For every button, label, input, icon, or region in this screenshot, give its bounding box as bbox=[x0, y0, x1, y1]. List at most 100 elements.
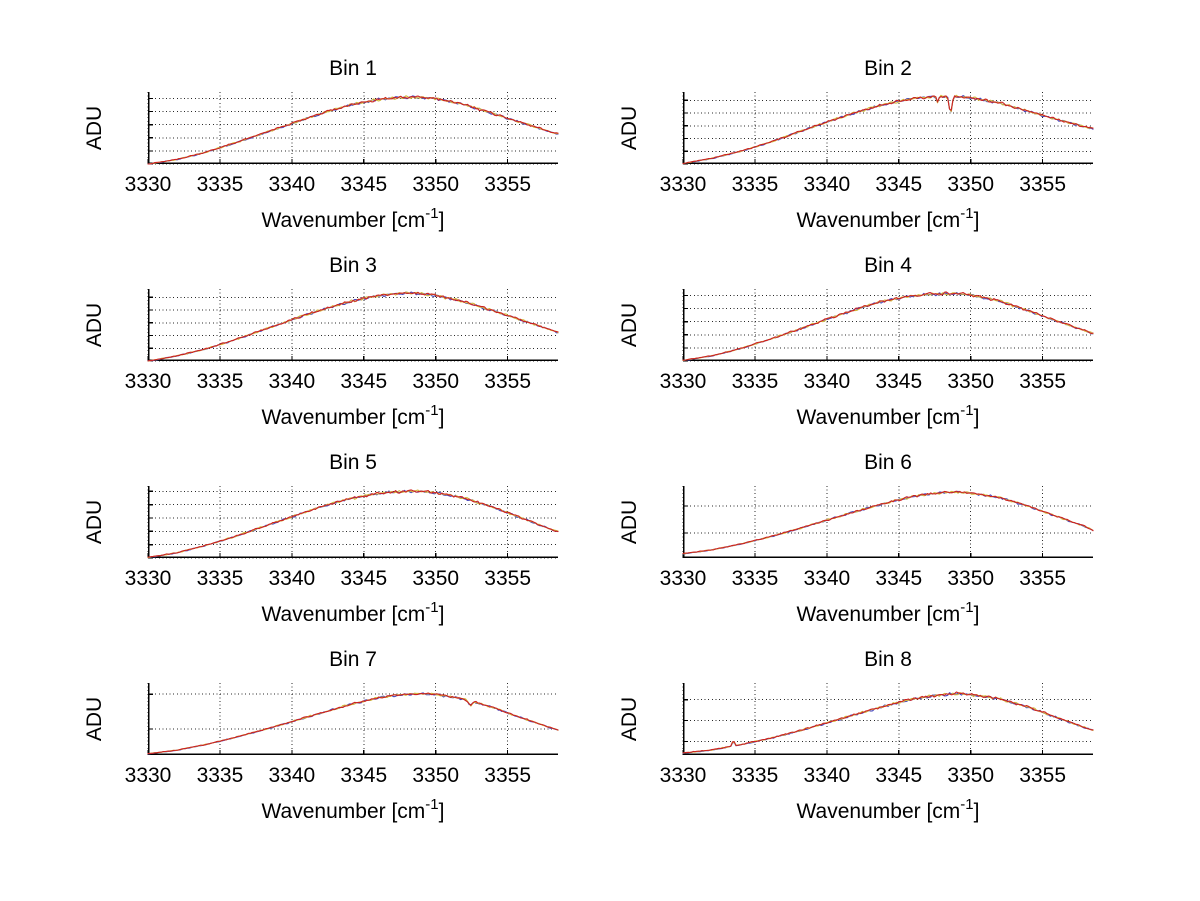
x-tick-label: 3335 bbox=[731, 567, 779, 590]
x-axis-label-text: Wavenumber [cm bbox=[261, 603, 426, 626]
x-axis-label-text: Wavenumber [cm bbox=[796, 603, 961, 626]
x-tick-label: 3345 bbox=[340, 567, 388, 590]
y-axis-label: ADU bbox=[618, 105, 641, 151]
x-axis-label-text: Wavenumber [cm bbox=[261, 209, 426, 232]
x-tick-label: 3330 bbox=[124, 370, 172, 393]
x-tick-label: 3330 bbox=[659, 370, 707, 393]
trace-red bbox=[147, 95, 559, 165]
x-tick-label: 3350 bbox=[947, 567, 995, 590]
x-axis-label-text: Wavenumber [cm bbox=[796, 209, 961, 232]
plot-area-bin-3 bbox=[147, 289, 559, 362]
y-axis-label: ADU bbox=[83, 302, 106, 348]
x-tick-label: 3355 bbox=[1019, 567, 1066, 590]
subplot-title: Bin 3 bbox=[329, 254, 377, 277]
plot-area-bin-7 bbox=[147, 683, 559, 755]
trace-blue bbox=[147, 692, 559, 755]
x-tick-label: 3355 bbox=[484, 173, 531, 196]
x-tick-label: 3330 bbox=[659, 567, 707, 590]
x-tick-label: 3340 bbox=[268, 370, 316, 393]
x-tick-label: 3340 bbox=[268, 764, 316, 787]
x-tick-label: 3350 bbox=[947, 764, 995, 787]
x-tick-label: 3335 bbox=[196, 370, 244, 393]
x-tick-label: 3350 bbox=[947, 173, 995, 196]
x-tick-label: 3350 bbox=[412, 370, 460, 393]
trace-red bbox=[147, 291, 559, 362]
x-tick-label: 3350 bbox=[412, 567, 460, 590]
y-axis-label: ADU bbox=[618, 302, 641, 348]
x-axis-label-bracket: ] bbox=[438, 209, 445, 232]
x-tick-label: 3355 bbox=[1019, 173, 1066, 196]
plot-area-bin-1 bbox=[147, 92, 559, 165]
x-axis-label-text: Wavenumber [cm bbox=[796, 406, 961, 429]
plot-area-bin-8 bbox=[682, 683, 1094, 755]
x-tick-label: 3335 bbox=[196, 764, 244, 787]
plot-area-bin-6 bbox=[682, 486, 1094, 558]
x-tick-label: 3330 bbox=[124, 173, 172, 196]
subplot-title: Bin 2 bbox=[864, 57, 912, 80]
x-axis-label-exponent: -1 bbox=[960, 796, 974, 813]
x-tick-label: 3345 bbox=[875, 173, 923, 196]
x-tick-label: 3345 bbox=[340, 370, 388, 393]
x-tick-label: 3350 bbox=[947, 370, 995, 393]
x-tick-label: 3350 bbox=[412, 173, 460, 196]
x-tick-label: 3345 bbox=[340, 173, 388, 196]
subplot-title: Bin 7 bbox=[329, 648, 377, 671]
trace-yellow bbox=[147, 692, 559, 755]
x-axis-label: Wavenumber [cm-1] bbox=[683, 796, 1093, 825]
trace-blue bbox=[147, 291, 559, 362]
y-axis-label: ADU bbox=[618, 696, 641, 742]
x-tick-label: 3335 bbox=[196, 567, 244, 590]
x-axis-label-exponent: -1 bbox=[425, 599, 439, 616]
x-axis-label-exponent: -1 bbox=[960, 402, 974, 419]
x-axis-label-bracket: ] bbox=[973, 603, 980, 626]
x-axis-label-text: Wavenumber [cm bbox=[261, 800, 426, 823]
x-tick-label: 3340 bbox=[268, 567, 316, 590]
x-tick-label: 3355 bbox=[1019, 764, 1066, 787]
trace-red bbox=[682, 291, 1094, 361]
x-axis-label: Wavenumber [cm-1] bbox=[148, 796, 558, 825]
x-axis-label: Wavenumber [cm-1] bbox=[148, 599, 558, 628]
x-tick-label: 3335 bbox=[196, 173, 244, 196]
trace-yellow bbox=[147, 95, 559, 165]
x-axis-label-exponent: -1 bbox=[425, 796, 439, 813]
trace-red bbox=[682, 490, 1094, 554]
x-tick-label: 3350 bbox=[412, 764, 460, 787]
x-tick-label: 3345 bbox=[340, 764, 388, 787]
trace-yellow bbox=[147, 291, 559, 362]
x-tick-label: 3330 bbox=[124, 764, 172, 787]
x-tick-label: 3330 bbox=[659, 764, 707, 787]
trace-blue bbox=[682, 291, 1094, 361]
y-axis-label: ADU bbox=[618, 499, 641, 545]
x-axis-label-bracket: ] bbox=[438, 603, 445, 626]
trace-blue bbox=[682, 95, 1094, 165]
x-axis-label-exponent: -1 bbox=[425, 205, 439, 222]
y-axis-label: ADU bbox=[83, 696, 106, 742]
x-axis-label-bracket: ] bbox=[973, 209, 980, 232]
plot-area-bin-2 bbox=[682, 92, 1094, 165]
x-tick-label: 3345 bbox=[875, 370, 923, 393]
trace-red bbox=[147, 692, 559, 755]
x-axis-label-text: Wavenumber [cm bbox=[796, 800, 961, 823]
subplot-title: Bin 4 bbox=[864, 254, 912, 277]
subplot-title: Bin 1 bbox=[329, 57, 377, 80]
x-tick-label: 3355 bbox=[484, 567, 531, 590]
trace-yellow bbox=[682, 292, 1094, 361]
plot-area-bin-5 bbox=[147, 486, 559, 559]
subplot-title: Bin 8 bbox=[864, 648, 912, 671]
x-tick-label: 3355 bbox=[484, 764, 531, 787]
x-tick-label: 3345 bbox=[875, 567, 923, 590]
x-tick-label: 3335 bbox=[731, 764, 779, 787]
x-tick-label: 3355 bbox=[484, 370, 531, 393]
x-axis-label-exponent: -1 bbox=[960, 599, 974, 616]
x-tick-label: 3335 bbox=[731, 173, 779, 196]
y-axis-label: ADU bbox=[83, 105, 106, 151]
x-axis-label: Wavenumber [cm-1] bbox=[148, 402, 558, 431]
x-tick-label: 3340 bbox=[803, 370, 851, 393]
x-axis-label: Wavenumber [cm-1] bbox=[683, 599, 1093, 628]
plot-area-bin-4 bbox=[682, 289, 1094, 362]
x-axis-label-bracket: ] bbox=[438, 406, 445, 429]
x-axis-label-exponent: -1 bbox=[960, 205, 974, 222]
trace-red bbox=[147, 489, 559, 558]
x-axis-label-exponent: -1 bbox=[425, 402, 439, 419]
x-tick-label: 3340 bbox=[803, 173, 851, 196]
